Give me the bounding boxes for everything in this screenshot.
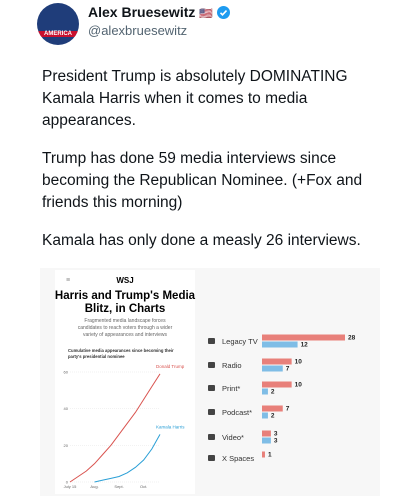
verified-badge bbox=[216, 6, 230, 19]
avatar-text: AMERICA bbox=[37, 31, 79, 37]
bar-value-label: 28 bbox=[348, 335, 356, 342]
bar bbox=[262, 381, 292, 388]
chart-title: Cumulative media appearances since becom… bbox=[68, 348, 174, 353]
y-tick-label: 40 bbox=[64, 406, 69, 411]
avatar[interactable]: AMERICA bbox=[37, 3, 79, 45]
menu-icon: ≡ bbox=[66, 277, 70, 284]
category-label: Video* bbox=[222, 433, 244, 442]
bar-value-label: 2 bbox=[271, 413, 275, 420]
y-tick-label: 0 bbox=[66, 480, 69, 485]
bar-value-label: 7 bbox=[286, 406, 290, 413]
series-label: Kamala Harris bbox=[156, 424, 185, 429]
article-subtitle: variety of appearances and interviews bbox=[83, 332, 167, 338]
x-tick-label: July 15 bbox=[64, 484, 77, 489]
category-icon bbox=[208, 455, 215, 461]
category-label: Legacy TV bbox=[222, 337, 258, 346]
bar-value-label: 7 bbox=[286, 366, 290, 373]
article-source: WSJ bbox=[116, 276, 133, 285]
bar-value-label: 3 bbox=[274, 431, 278, 438]
tweet-text: President Trump is absolutely DOMINATING… bbox=[42, 66, 377, 268]
bar-value-label: 2 bbox=[271, 389, 275, 396]
bar-value-label: 1 bbox=[268, 452, 272, 459]
category-label: Radio bbox=[222, 361, 242, 370]
article-card bbox=[55, 270, 195, 494]
author-name-text: Alex Bruesewitz bbox=[88, 4, 196, 20]
chart-title: party's presidential nominee bbox=[68, 354, 125, 359]
bar bbox=[262, 358, 292, 365]
category-icon bbox=[208, 362, 215, 368]
bar bbox=[262, 388, 268, 395]
x-tick-label: Oct. bbox=[140, 484, 147, 489]
bar bbox=[262, 341, 298, 348]
bar bbox=[262, 430, 271, 437]
y-tick-label: 20 bbox=[64, 443, 69, 448]
category-label: Podcast* bbox=[222, 408, 252, 417]
article-subtitle: Fragmented media landscape forces bbox=[84, 318, 166, 324]
x-tick-label: Sept. bbox=[114, 484, 123, 489]
article-title: Blitz, in Charts bbox=[85, 303, 166, 315]
tweet-paragraph: Kamala has only done a measly 26 intervi… bbox=[42, 232, 361, 249]
bar bbox=[262, 365, 283, 372]
category-icon bbox=[208, 434, 215, 440]
category-icon bbox=[208, 409, 215, 415]
article-title: Harris and Trump's Media bbox=[55, 290, 196, 302]
y-tick-label: 60 bbox=[64, 370, 69, 375]
category-label: Print* bbox=[222, 384, 240, 393]
tweet-paragraph: President Trump is absolutely DOMINATING… bbox=[42, 68, 348, 129]
bar-value-label: 10 bbox=[295, 382, 303, 389]
author-handle[interactable]: @alexbruesewitz bbox=[88, 23, 188, 38]
bar bbox=[262, 451, 265, 458]
bar-value-label: 3 bbox=[274, 438, 278, 445]
article-subtitle: candidates to reach voters through a wid… bbox=[78, 325, 173, 331]
category-label: X Spaces bbox=[222, 454, 254, 463]
bar bbox=[262, 412, 268, 419]
category-icon bbox=[208, 385, 215, 391]
bar bbox=[262, 437, 271, 444]
author-name[interactable]: Alex Bruesewitz 🇺🇸 bbox=[88, 4, 230, 20]
bar-value-label: 12 bbox=[301, 342, 309, 349]
bar bbox=[262, 405, 283, 412]
flag: 🇺🇸 bbox=[199, 8, 213, 20]
series-label: Donald Trump bbox=[156, 364, 185, 369]
bar bbox=[262, 334, 345, 341]
category-icon bbox=[208, 338, 215, 344]
series-line bbox=[94, 434, 161, 483]
x-tick-label: Aug. bbox=[90, 484, 98, 489]
tweet-paragraph: Trump has done 59 media interviews since… bbox=[42, 150, 363, 211]
bar-value-label: 10 bbox=[295, 359, 303, 366]
series-line bbox=[69, 373, 161, 483]
